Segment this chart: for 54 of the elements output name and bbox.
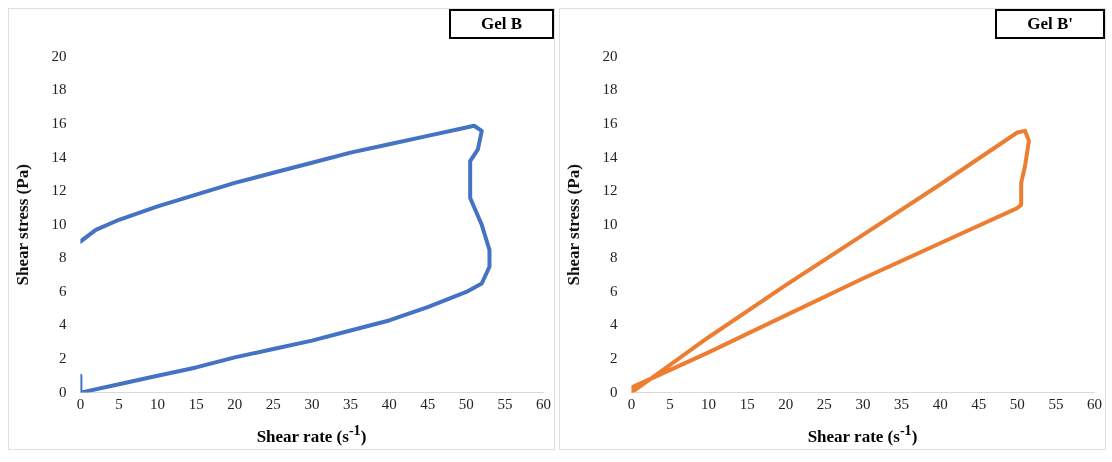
x-tick-label: 50 (458, 395, 474, 412)
x-tick-label: 35 (343, 395, 359, 412)
x-tick-label: 40 (381, 395, 397, 412)
x-tick-label: 0 (627, 395, 636, 412)
x-tick-label: 15 (188, 395, 204, 412)
x-tick-label: 20 (227, 395, 243, 412)
x-tick-label: 0 (76, 395, 85, 412)
y-tick-label: 8 (58, 249, 67, 266)
y-tick-label: 18 (602, 81, 618, 98)
x-tick-label: 25 (265, 395, 281, 412)
y-tick-label: 16 (51, 115, 67, 132)
y-tick-label: 10 (51, 215, 67, 232)
x-tick-label: 20 (778, 395, 794, 412)
x-tick-label: 10 (150, 395, 166, 412)
y-axis-title: Shear stress (Pa) (563, 164, 583, 286)
y-tick-label: 4 (609, 316, 618, 333)
y-tick-label: 8 (609, 249, 618, 266)
x-tick-label: 40 (932, 395, 948, 412)
chart-title: Gel B (448, 9, 554, 39)
y-tick-label: 0 (609, 383, 618, 400)
x-tick-label: 35 (894, 395, 910, 412)
x-axis-title: Shear rate (s$^{-1}$) (255, 422, 368, 447)
x-tick-label: 50 (1009, 395, 1025, 412)
y-tick-label: 2 (609, 349, 618, 366)
x-tick-label: 30 (855, 395, 871, 412)
x-tick-label: 45 (420, 395, 436, 412)
x-tick-label: 60 (1087, 395, 1102, 412)
x-axis-title: Shear rate (s$^{-1}$) (806, 422, 919, 447)
x-tick-label: 55 (1048, 395, 1064, 412)
y-tick-label: 16 (602, 115, 618, 132)
y-tick-label: 10 (602, 215, 618, 232)
x-tick-label: 45 (971, 395, 987, 412)
x-tick-label: 30 (304, 395, 320, 412)
x-tick-label: 55 (497, 395, 513, 412)
x-tick-label: 5 (115, 395, 123, 412)
y-tick-label: 12 (602, 182, 618, 199)
y-tick-label: 20 (602, 47, 618, 64)
y-tick-label: 2 (58, 349, 67, 366)
y-tick-label: 0 (58, 383, 67, 400)
y-axis-title: Shear stress (Pa) (12, 164, 32, 286)
x-tick-label: 25 (816, 395, 832, 412)
y-tick-label: 12 (51, 182, 67, 199)
x-tick-label: 60 (536, 395, 551, 412)
x-tick-label: 5 (666, 395, 674, 412)
y-tick-label: 6 (58, 282, 67, 299)
y-tick-label: 14 (602, 148, 618, 165)
chart-title: Gel B' (995, 9, 1105, 39)
y-tick-label: 20 (51, 47, 67, 64)
x-tick-label: 15 (739, 395, 755, 412)
y-tick-label: 14 (51, 148, 67, 165)
x-tick-label: 10 (701, 395, 717, 412)
y-tick-label: 6 (609, 282, 618, 299)
y-tick-label: 18 (51, 81, 67, 98)
y-tick-label: 4 (58, 316, 67, 333)
